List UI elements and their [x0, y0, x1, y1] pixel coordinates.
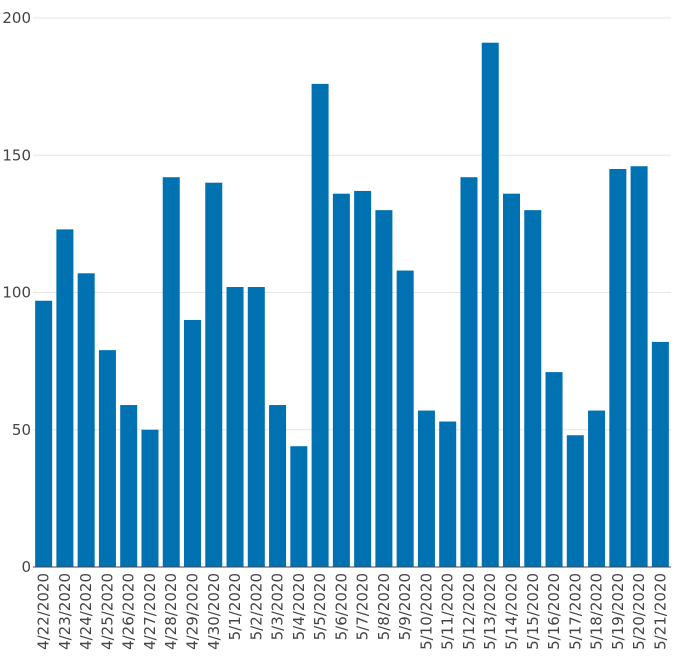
x-tick-label: 4/24/2020: [77, 573, 95, 650]
x-tick-label: 4/22/2020: [35, 573, 53, 650]
bar[interactable]: [205, 182, 223, 567]
x-tick-label: 5/7/2020: [354, 573, 372, 640]
y-tick-label: 100: [2, 284, 31, 302]
bar[interactable]: [417, 410, 435, 567]
bar[interactable]: [332, 193, 350, 567]
bar[interactable]: [502, 193, 521, 567]
x-tick-label: 4/23/2020: [56, 573, 74, 650]
y-tick-label: 0: [21, 558, 31, 576]
x-tick-label: 4/30/2020: [205, 573, 223, 650]
bar[interactable]: [524, 210, 542, 567]
x-tick-label: 5/18/2020: [588, 573, 606, 650]
bar[interactable]: [545, 372, 563, 567]
x-tick-label: 5/5/2020: [311, 573, 329, 640]
bar[interactable]: [226, 287, 244, 567]
gridlines: [33, 17, 671, 431]
x-tick-label: 5/4/2020: [290, 573, 308, 640]
bar[interactable]: [588, 410, 606, 567]
bar[interactable]: [396, 270, 414, 567]
bar[interactable]: [566, 435, 584, 567]
x-tick-label: 5/20/2020: [630, 573, 648, 650]
y-tick-label: 200: [2, 9, 31, 27]
x-tick-label: 4/26/2020: [120, 573, 138, 650]
x-axis-tick-labels: 4/22/2020 4/23/2020 4/24/2020 4/25/2020 4/26…: [35, 573, 670, 650]
bar[interactable]: [183, 319, 202, 567]
x-tick-label: 5/9/2020: [396, 573, 414, 640]
y-tick-label: 150: [2, 146, 31, 164]
x-tick-label: 5/17/2020: [566, 573, 584, 650]
bar[interactable]: [269, 405, 287, 567]
bar[interactable]: [630, 166, 648, 568]
x-tick-label: 5/16/2020: [545, 573, 563, 650]
x-tick-label: 5/13/2020: [481, 573, 499, 650]
bar[interactable]: [56, 229, 74, 568]
bar[interactable]: [120, 405, 138, 567]
x-tick-label: 5/19/2020: [609, 573, 627, 650]
x-tick-label: 5/8/2020: [375, 573, 393, 640]
bar[interactable]: [651, 341, 669, 567]
bars: [35, 42, 669, 568]
x-tick-label: 4/29/2020: [184, 573, 202, 650]
x-tick-label: 4/27/2020: [141, 573, 159, 650]
x-tick-label: 5/14/2020: [503, 573, 521, 650]
bar[interactable]: [439, 421, 457, 567]
x-tick-label: 4/25/2020: [98, 573, 116, 650]
bar[interactable]: [98, 350, 116, 567]
bar[interactable]: [247, 287, 265, 567]
bar[interactable]: [354, 190, 372, 567]
bar[interactable]: [290, 446, 308, 567]
bar[interactable]: [311, 83, 329, 567]
bar[interactable]: [141, 429, 159, 567]
bar[interactable]: [609, 168, 627, 567]
x-tick-label: 5/10/2020: [417, 573, 435, 650]
x-tick-label: 4/28/2020: [162, 573, 180, 650]
y-axis-tick-labels: 0 50 100 150 200: [2, 9, 31, 576]
x-tick-label: 5/21/2020: [651, 573, 669, 650]
x-tick-label: 5/12/2020: [460, 573, 478, 650]
bar[interactable]: [481, 42, 499, 567]
bar[interactable]: [375, 210, 393, 567]
y-tick-label: 50: [12, 421, 31, 439]
x-tick-label: 5/2/2020: [247, 573, 265, 640]
x-tick-label: 5/1/2020: [226, 573, 244, 640]
x-tick-label: 5/11/2020: [439, 573, 457, 650]
bar[interactable]: [162, 177, 180, 567]
x-tick-label: 5/6/2020: [332, 573, 350, 640]
x-tick-label: 5/3/2020: [269, 573, 287, 640]
bar[interactable]: [35, 300, 53, 567]
bar[interactable]: [77, 273, 95, 567]
bar[interactable]: [460, 177, 478, 567]
x-tick-label: 5/15/2020: [524, 573, 542, 650]
